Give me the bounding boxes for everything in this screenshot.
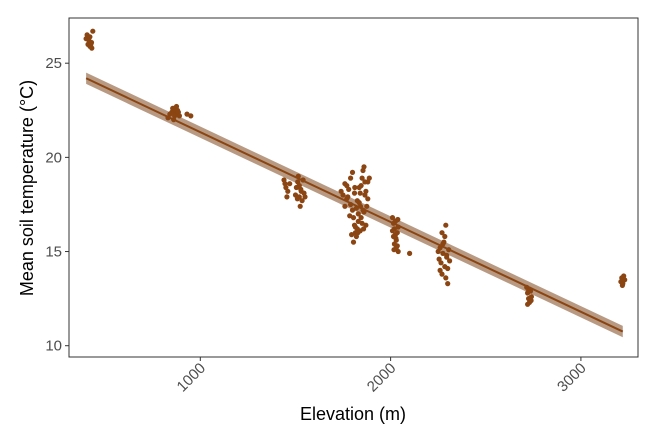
point-group: [435, 222, 453, 287]
data-point: [293, 184, 299, 191]
data-point: [445, 281, 451, 287]
data-point: [349, 232, 355, 238]
data-point: [175, 109, 181, 115]
data-point: [395, 216, 401, 223]
data-point: [364, 203, 370, 209]
data-point: [363, 222, 369, 228]
data-point: [389, 228, 396, 234]
data-point: [348, 201, 354, 208]
data-point: [345, 194, 351, 200]
data-point: [446, 247, 452, 253]
data-point: [360, 207, 366, 213]
point-group: [338, 164, 372, 245]
data-point: [528, 297, 534, 304]
x-axis-title: Elevation (m): [300, 404, 406, 424]
data-point: [391, 241, 397, 247]
data-point: [355, 230, 361, 236]
data-point: [440, 241, 446, 247]
data-point: [443, 222, 449, 228]
data-point: [437, 267, 443, 273]
data-point: [90, 28, 96, 34]
data-point: [622, 277, 628, 283]
data-point: [352, 224, 358, 230]
data-point: [357, 190, 363, 196]
data-point: [167, 111, 173, 117]
data-point: [349, 207, 356, 213]
point-group: [165, 103, 194, 123]
data-point: [393, 235, 399, 241]
data-point: [366, 175, 372, 181]
data-point: [295, 173, 301, 179]
data-point: [298, 186, 304, 192]
data-point: [442, 233, 448, 240]
data-point: [300, 177, 306, 183]
data-point: [358, 215, 364, 221]
data-point: [88, 39, 95, 46]
data-point: [445, 265, 451, 272]
data-point: [619, 282, 626, 288]
points-layer: [83, 28, 628, 307]
data-point: [348, 175, 354, 181]
data-point: [353, 205, 359, 211]
data-point: [351, 190, 358, 196]
data-point: [361, 164, 367, 170]
data-point: [344, 183, 350, 189]
data-point: [296, 194, 302, 200]
data-point: [354, 198, 360, 204]
data-point: [284, 194, 290, 200]
data-point: [394, 230, 400, 236]
data-point: [526, 288, 532, 294]
data-point: [349, 169, 356, 175]
y-tick-label: 25: [45, 55, 62, 72]
data-point: [350, 239, 357, 245]
y-tick-label: 20: [45, 149, 62, 166]
point-group: [281, 173, 308, 209]
data-point: [355, 211, 361, 217]
data-point: [84, 32, 90, 38]
data-point: [170, 105, 176, 111]
data-point: [443, 275, 449, 281]
data-point: [528, 294, 535, 300]
panel-border: [68, 17, 639, 358]
data-point: [525, 301, 531, 307]
data-point: [407, 250, 413, 256]
point-group: [389, 215, 413, 256]
y-tick-label: 10: [45, 338, 62, 355]
data-point: [299, 198, 305, 204]
data-point: [447, 258, 453, 264]
data-point: [439, 230, 445, 236]
point-group: [83, 28, 96, 51]
y-tick-label: 15: [45, 244, 62, 261]
data-point: [357, 203, 364, 209]
data-point: [342, 203, 348, 209]
point-group: [524, 284, 535, 307]
data-point: [444, 254, 450, 260]
data-point: [362, 192, 368, 198]
data-point: [395, 224, 401, 230]
y-axis: 10 15 20 25: [45, 55, 69, 355]
data-point: [302, 194, 308, 200]
data-point: [282, 181, 288, 187]
data-point: [391, 247, 397, 253]
y-axis-title: Mean soil temperature (°C): [17, 80, 37, 296]
point-group: [618, 273, 628, 288]
data-point: [437, 245, 443, 251]
data-point: [188, 113, 194, 119]
data-point: [172, 113, 178, 119]
data-point: [340, 192, 346, 198]
data-point: [297, 203, 303, 209]
data-point: [389, 215, 396, 221]
data-point: [356, 184, 362, 191]
data-point: [347, 213, 353, 219]
data-point: [359, 175, 365, 181]
data-point: [295, 179, 301, 185]
data-point: [285, 188, 291, 194]
data-point: [287, 181, 293, 187]
data-point: [352, 184, 358, 191]
data-point: [365, 196, 371, 202]
data-point: [438, 260, 444, 266]
